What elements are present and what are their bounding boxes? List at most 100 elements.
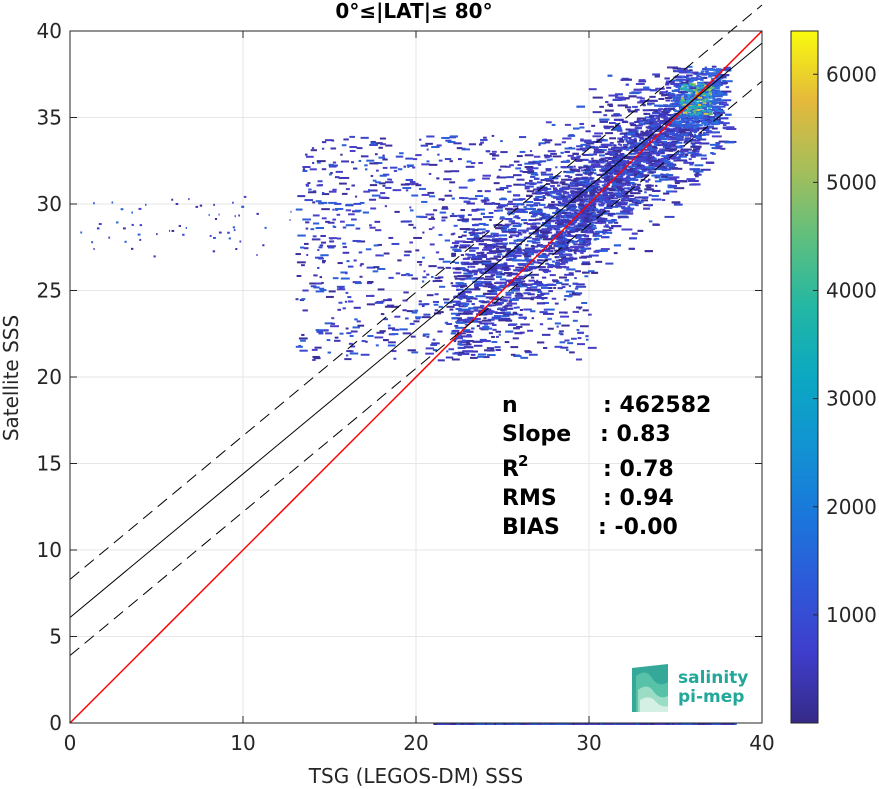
- scatter-bin: [489, 153, 496, 156]
- scatter-bin: [481, 319, 492, 322]
- scatter-bin: [626, 171, 634, 174]
- scatter-bin: [321, 141, 327, 144]
- scatter-bin: [369, 198, 377, 201]
- scatter-bin: [571, 157, 578, 160]
- scatter-bin: [323, 329, 329, 332]
- scatter-bin: [477, 254, 487, 257]
- scatter-bin: [530, 175, 536, 178]
- scatter-bin: [540, 171, 547, 174]
- scatter-bin: [651, 198, 662, 201]
- scatter-bin: [537, 294, 544, 297]
- scatter-bin: [488, 250, 499, 253]
- scatter-bin: [333, 164, 338, 167]
- scatter-bin: [514, 332, 523, 335]
- scatter-bin: [397, 168, 403, 171]
- scatter-bin: [558, 259, 563, 262]
- scatter-bin: [580, 220, 584, 223]
- scatter-bin: [459, 335, 469, 338]
- scatter-bin: [428, 195, 436, 198]
- scatter-bin: [378, 182, 386, 185]
- scatter-bin: [517, 238, 525, 241]
- scatter-bin: [498, 205, 506, 208]
- scatter-bin: [156, 233, 158, 236]
- scatter-bin: [613, 113, 620, 116]
- scatter-bin: [516, 306, 520, 309]
- scatter-bin: [80, 231, 83, 234]
- scatter-bin: [537, 297, 548, 300]
- scatter-bin: [436, 177, 440, 180]
- scatter-bin: [378, 146, 383, 149]
- scatter-bin: [547, 317, 553, 320]
- scatter-bin: [445, 356, 451, 359]
- scatter-bin: [621, 121, 629, 124]
- scatter-bin: [391, 350, 397, 353]
- scatter-bin: [513, 354, 520, 357]
- scatter-bin: [629, 192, 641, 195]
- scatter-bin: [438, 198, 445, 201]
- scatter-bin: [441, 216, 448, 219]
- scatter-bin: [485, 258, 491, 261]
- scatter-bin: [532, 222, 541, 225]
- scatter-bin: [536, 341, 545, 344]
- scatter-bin: [588, 173, 592, 176]
- scatter-bin: [591, 124, 596, 127]
- scatter-bin: [540, 213, 545, 216]
- scatter-bin: [461, 197, 469, 200]
- scatter-bin: [705, 131, 713, 134]
- scatter-bin: [544, 141, 551, 144]
- scatter-bin: [609, 141, 614, 144]
- scatter-bin: [522, 231, 527, 234]
- scatter-bin: [376, 331, 385, 334]
- scatter-bin: [469, 288, 480, 291]
- scatter-bin: [566, 214, 577, 217]
- scatter-bin: [496, 176, 507, 179]
- scatter-bin: [415, 184, 422, 187]
- scatter-bin: [228, 237, 231, 240]
- scatter-bin: [533, 723, 538, 725]
- scatter-bin: [374, 153, 378, 156]
- scatter-bin: [531, 241, 541, 244]
- scatter-bin: [318, 332, 324, 335]
- scatter-bin: [406, 310, 414, 313]
- scatter-bin: [375, 169, 379, 172]
- scatter-bin: [495, 723, 504, 725]
- scatter-bin: [578, 307, 582, 310]
- scatter-bin: [462, 241, 474, 244]
- scatter-bin: [302, 165, 311, 168]
- scatter-bin: [96, 227, 100, 230]
- scatter-bin: [533, 197, 539, 200]
- scatter-bin: [480, 723, 485, 725]
- scatter-bin: [615, 124, 621, 127]
- scatter-bin: [446, 350, 449, 353]
- scatter-bin: [432, 349, 438, 352]
- scatter-bin: [620, 154, 624, 157]
- scatter-bin: [467, 179, 474, 182]
- scatter-bin: [306, 253, 309, 256]
- scatter-bin: [565, 183, 571, 186]
- scatter-bin: [476, 324, 481, 327]
- scatter-bin: [721, 99, 732, 102]
- scatter-bin: [453, 271, 462, 274]
- scatter-bin: [612, 126, 622, 129]
- scatter-bin: [527, 329, 534, 332]
- scatter-bin: [505, 291, 514, 294]
- scatter-bin: [329, 240, 335, 243]
- scatter-bin: [346, 203, 353, 206]
- scatter-bin: [576, 283, 585, 286]
- scatter-bin: [542, 312, 554, 315]
- scatter-bin: [711, 135, 722, 138]
- scatter-bin: [385, 144, 393, 147]
- scatter-bin: [603, 125, 615, 128]
- scatter-bin: [374, 336, 384, 339]
- scatter-bin: [564, 339, 570, 342]
- scatter-bin: [491, 341, 498, 344]
- scatter-bin: [328, 290, 336, 293]
- scatter-bin: [475, 240, 484, 243]
- scatter-bin: [501, 299, 509, 302]
- scatter-bin: [688, 158, 692, 161]
- scatter-bin: [506, 184, 512, 187]
- scatter-bin: [577, 331, 584, 334]
- scatter-bin: [544, 139, 553, 142]
- scatter-bin: [680, 723, 687, 725]
- scatter-bin: [564, 233, 572, 236]
